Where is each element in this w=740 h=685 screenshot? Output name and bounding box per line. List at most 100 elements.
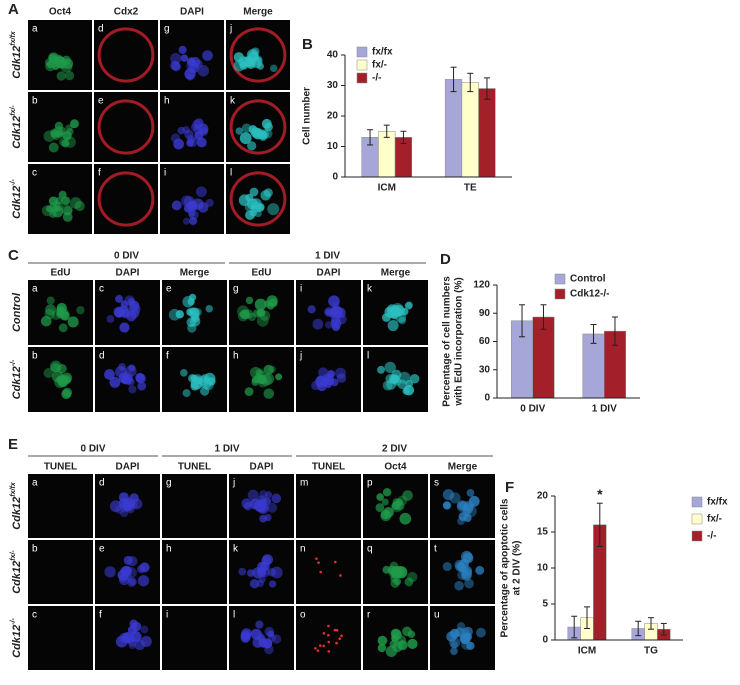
cell	[238, 567, 247, 576]
cell	[449, 492, 461, 504]
image-letter: k	[230, 96, 236, 107]
cell	[128, 641, 137, 650]
image-letter: s	[434, 478, 439, 489]
image-letter: e	[166, 284, 172, 295]
y-axis-label: with EdU incorporation (%)	[454, 277, 465, 406]
image-letter: p	[367, 478, 373, 489]
panel-letter: A	[8, 1, 19, 18]
row-label-text: Cdk12	[11, 366, 23, 399]
cell	[463, 632, 472, 641]
cell	[249, 209, 257, 217]
row-label: Cdk12-/-	[10, 179, 23, 219]
y-tick-label: 10	[327, 141, 339, 152]
row-label-text: Cdk12	[11, 625, 23, 658]
cell	[263, 188, 273, 198]
cell	[53, 201, 64, 212]
image-letter: a	[32, 478, 38, 489]
y-tick-label: 0	[484, 393, 490, 404]
image-letter: t	[434, 544, 437, 555]
cell	[194, 118, 204, 128]
cell	[45, 304, 56, 316]
bar	[461, 82, 479, 178]
y-tick-label: 10	[537, 563, 549, 574]
cell	[404, 577, 414, 587]
micrograph	[162, 474, 227, 538]
cell	[127, 556, 138, 567]
cell	[258, 575, 266, 584]
cell	[399, 512, 412, 525]
row-label: Cdk12-/-	[10, 359, 23, 399]
image-letter: h	[233, 351, 239, 362]
cell	[382, 488, 392, 497]
cell	[173, 138, 185, 150]
cell	[51, 310, 62, 321]
cell	[40, 315, 52, 327]
error-bar	[383, 124, 390, 138]
cell	[442, 562, 452, 572]
cell	[458, 500, 469, 511]
image-letter: n	[300, 544, 306, 555]
cell	[256, 374, 267, 385]
y-axis-label: Cell number	[302, 87, 313, 145]
column-label: DAPI	[116, 268, 140, 279]
image-letter: g	[166, 478, 172, 489]
image-letter: b	[32, 351, 38, 362]
cell	[67, 316, 79, 328]
cell	[404, 301, 413, 310]
cell	[62, 212, 73, 222]
legend-swatch	[691, 513, 703, 525]
cell	[375, 503, 385, 513]
cell	[197, 65, 210, 77]
tunel-dot	[338, 637, 342, 641]
cell	[271, 634, 282, 644]
cell	[205, 304, 213, 313]
cell	[264, 626, 275, 637]
cell	[266, 295, 278, 307]
column-label: TUNEL	[178, 462, 211, 473]
cell	[109, 500, 122, 513]
y-tick-label: 20	[537, 491, 549, 502]
column-label: DAPI	[180, 7, 204, 18]
cell	[270, 566, 283, 579]
micrograph	[296, 474, 361, 538]
image-letter: f	[98, 168, 101, 179]
row-label-text: Cdk12	[11, 116, 23, 149]
y-tick-label: 0	[332, 172, 338, 183]
column-label: Merge	[180, 268, 210, 279]
tunel-dot	[327, 640, 331, 644]
cell	[187, 137, 198, 148]
image-letter: r	[367, 610, 371, 621]
cell	[387, 320, 399, 332]
cell	[268, 580, 277, 588]
image-letter: b	[32, 544, 38, 555]
cell	[170, 53, 182, 65]
error-bar	[540, 304, 547, 330]
x-tick-label: ICM	[578, 646, 596, 657]
cell	[454, 580, 464, 591]
cell	[238, 194, 251, 206]
row-label-text: Cdk12	[11, 186, 23, 219]
row-label-sup: fx/-	[10, 105, 17, 116]
image-letter: d	[98, 24, 104, 35]
micrograph	[94, 20, 158, 90]
error-bar	[635, 620, 642, 637]
cell	[61, 55, 71, 65]
tunel-dot	[318, 644, 322, 647]
cell	[184, 129, 194, 140]
legend-label: fx/-	[372, 60, 387, 71]
y-tick-label: 120	[473, 280, 490, 291]
cell	[407, 571, 418, 583]
cdx2-ring	[97, 27, 155, 83]
column-label: Merge	[243, 7, 273, 18]
row-label-sup: fx/-	[10, 550, 17, 561]
cell	[57, 376, 69, 388]
image-letter: d	[99, 478, 105, 489]
cell	[254, 298, 267, 311]
cell	[106, 315, 115, 323]
cell	[64, 136, 76, 148]
cell	[56, 306, 68, 318]
cell	[446, 631, 457, 642]
x-tick-label: ICM	[378, 183, 396, 194]
tunel-dot	[340, 634, 343, 638]
